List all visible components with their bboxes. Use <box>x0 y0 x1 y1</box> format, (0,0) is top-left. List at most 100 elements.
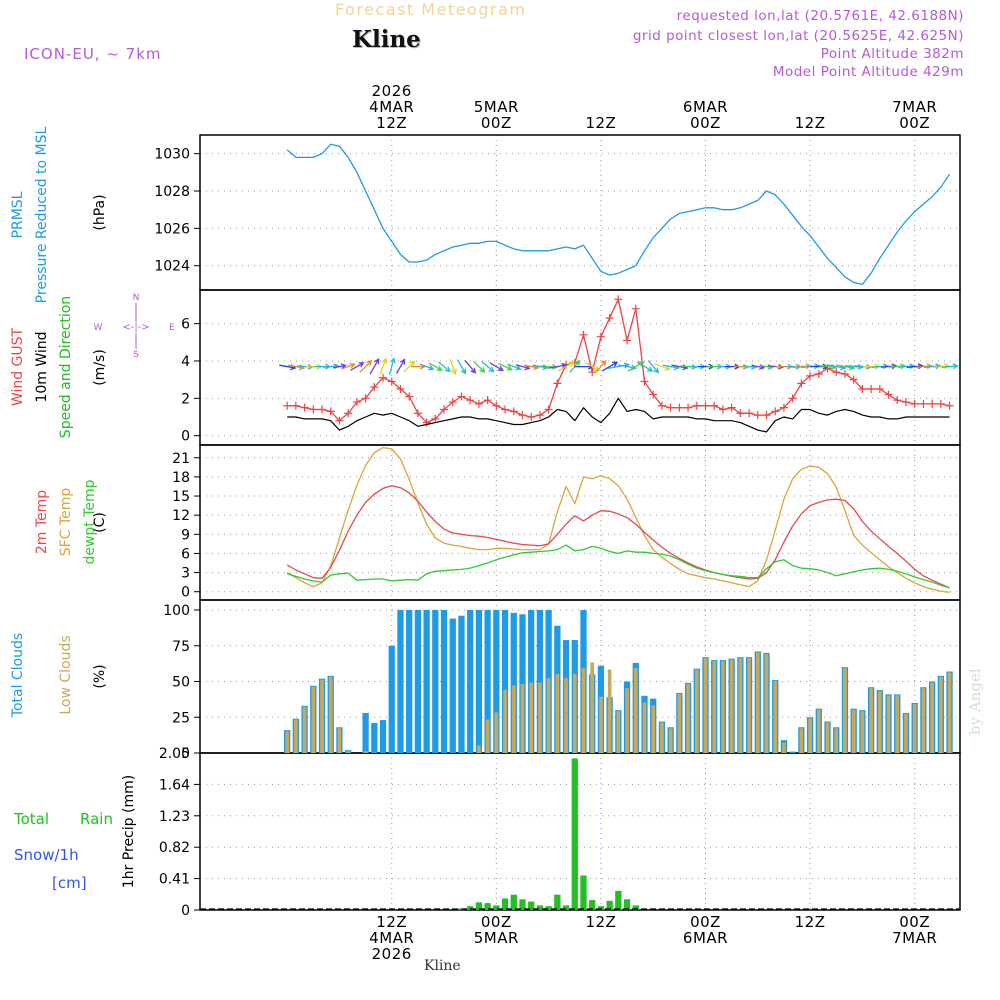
gust-marker <box>849 375 858 384</box>
wind-direction-arrow <box>456 359 467 375</box>
panel-frame <box>199 752 961 911</box>
low-cloud-bar <box>564 678 568 753</box>
gust-marker <box>457 392 466 401</box>
low-cloud-bar <box>947 672 952 753</box>
y-axis-unit: (hPa) <box>92 194 108 230</box>
gust-marker <box>579 330 588 339</box>
y-tick-label: 2 <box>181 391 190 407</box>
wind-speed-line <box>287 397 950 433</box>
time-tick-label-top: 00Z <box>481 114 512 132</box>
gust-marker <box>884 390 893 399</box>
panel-label: Total Clouds <box>10 633 26 718</box>
low-cloud-bar <box>825 722 830 753</box>
gust-marker <box>631 304 640 313</box>
panel-label: Speed and Direction <box>58 296 74 438</box>
gust-marker <box>431 414 440 423</box>
low-cloud-bar <box>494 712 499 753</box>
y-tick-label: 2.05 <box>159 746 190 762</box>
wind-direction-arrow <box>548 362 568 369</box>
time-tick-label-bottom: 00Z <box>899 913 930 931</box>
gust-marker <box>335 416 344 425</box>
gust-marker <box>701 401 710 410</box>
total-cloud-bar <box>371 722 378 753</box>
low-cloud-bar <box>764 653 769 753</box>
time-tick-label-top: 6MAR <box>683 98 728 116</box>
low-cloud-bar <box>747 658 751 753</box>
panel-label: Rain <box>80 810 113 828</box>
low-cloud-bar <box>869 688 873 753</box>
total-cloud-bar <box>432 610 439 753</box>
wind-direction-arrow <box>915 363 933 370</box>
rain-bar <box>632 905 639 910</box>
wind-direction-arrow <box>924 363 942 370</box>
gust-marker <box>718 405 727 414</box>
y-tick-label: 12 <box>172 508 190 524</box>
gust-marker <box>422 418 431 427</box>
gust-marker <box>379 373 388 382</box>
gust-marker <box>396 384 405 393</box>
y-tick-label: 1026 <box>154 221 190 237</box>
low-cloud-bar <box>477 745 481 753</box>
gust-marker <box>370 383 379 392</box>
gust-marker <box>483 396 492 405</box>
wind-direction-arrow <box>481 361 495 373</box>
wind-direction-arrow <box>333 363 347 370</box>
time-tick-label-top: 12Z <box>585 114 616 132</box>
rain-bar <box>493 905 500 910</box>
gust-marker <box>448 398 457 407</box>
rain-bar <box>528 901 535 910</box>
low-cloud-bar <box>729 659 734 753</box>
wind-direction-arrow <box>472 360 486 373</box>
low-cloud-bar <box>625 688 629 753</box>
gust-marker <box>318 405 327 414</box>
requested-coordinates: requested lon,lat (20.5761E, 42.6188N) <box>676 8 964 24</box>
y-tick-label: 25 <box>172 710 190 726</box>
gust-marker <box>806 371 815 380</box>
rain-bar <box>615 890 622 910</box>
low-cloud-bar <box>311 686 316 753</box>
gust-marker <box>466 396 475 405</box>
total-cloud-bar <box>406 610 413 753</box>
low-cloud-bar <box>877 691 882 753</box>
y-tick-label: 0 <box>181 903 190 919</box>
gust-marker <box>291 401 300 410</box>
low-cloud-bar <box>799 728 804 753</box>
gust-marker <box>605 314 614 323</box>
low-cloud-bar <box>328 676 333 753</box>
panel-label: Wind GUST <box>10 327 26 406</box>
low-cloud-bar <box>572 673 577 753</box>
gust-marker <box>919 399 928 408</box>
gust-marker <box>649 390 658 399</box>
gust-marker <box>910 399 919 408</box>
gust-marker <box>326 407 335 416</box>
time-tick-label-bottom: 12Z <box>376 913 407 931</box>
low-cloud-bar <box>677 693 682 753</box>
total-cloud-bar <box>449 618 456 753</box>
panel-label: 2m Temp <box>34 490 50 554</box>
model-point-altitude: Model Point Altitude 429m <box>772 64 964 80</box>
time-tick-label-bottom: 6MAR <box>683 929 728 947</box>
low-cloud-bar <box>912 703 917 753</box>
time-tick-label-top: 00Z <box>899 114 930 132</box>
time-tick-label-bottom: 00Z <box>690 913 721 931</box>
low-cloud-bar <box>485 719 490 753</box>
low-cloud-bar <box>755 652 760 753</box>
low-cloud-bar <box>503 689 507 753</box>
wind-direction-arrow <box>359 359 373 373</box>
wind-direction-arrow <box>379 357 388 375</box>
y-axis-unit: 1hr Precip (mm) <box>121 775 137 888</box>
gust-marker <box>553 379 562 388</box>
rain-bar <box>562 905 570 910</box>
y-axis-unit: (%) <box>92 664 108 688</box>
panel-label: SFC Temp <box>58 488 74 557</box>
y-tick-label: 0 <box>181 585 190 601</box>
rain-bar <box>501 898 509 910</box>
gust-marker <box>352 398 361 407</box>
y-tick-label: 18 <box>172 470 190 486</box>
pressure-line <box>286 143 951 286</box>
gust-marker <box>736 409 745 418</box>
panel-label: PRMSL <box>10 191 26 238</box>
y-tick-label: 75 <box>172 639 190 655</box>
gust-marker <box>858 384 867 393</box>
y-tick-label: 1.64 <box>159 777 190 793</box>
